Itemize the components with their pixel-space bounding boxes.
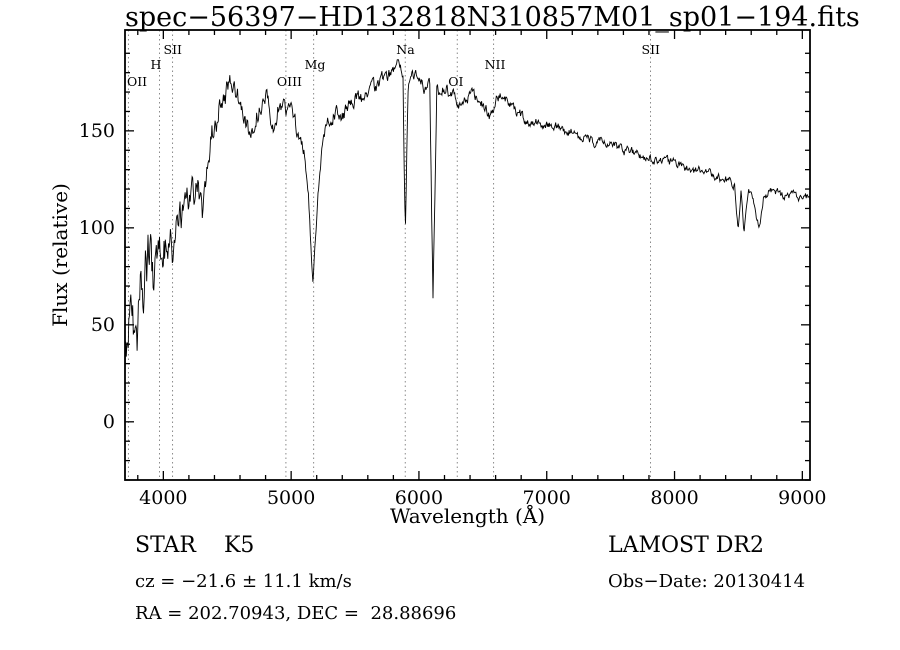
- spectrum-trace: [125, 59, 810, 372]
- axis-ticks: [125, 30, 810, 481]
- x-tick-label: 9000: [778, 487, 826, 509]
- y-tick-label: 150: [79, 120, 115, 142]
- x-tick-label: 6000: [395, 487, 443, 509]
- marker-label-SII: SII: [642, 42, 661, 57]
- marker-label-H: H: [151, 57, 162, 72]
- x-axis-label: Wavelength (Å): [389, 504, 546, 528]
- marker-label-OI: OI: [448, 74, 463, 89]
- marker-label-NII: NII: [485, 57, 506, 72]
- y-tick-label: 50: [91, 314, 115, 336]
- marker-label-SII: SII: [164, 42, 183, 57]
- x-tick-label: 4000: [139, 487, 187, 509]
- x-tick-labels: 4000 5000 6000 7000 8000 9000: [139, 487, 826, 509]
- plot-title: spec−56397−HD132818N310857M01_sp01−194.f…: [125, 2, 860, 33]
- obs-date-text: Obs−Date: 20130414: [608, 571, 806, 592]
- cz-text: cz = −21.6 ± 11.1 km/s: [135, 571, 352, 592]
- marker-label-OII: OII: [127, 74, 147, 89]
- x-tick-label: 7000: [523, 487, 571, 509]
- marker-label-Na: Na: [396, 42, 415, 57]
- x-tick-label: 5000: [267, 487, 315, 509]
- marker-label-OIII: OIII: [277, 74, 302, 89]
- y-tick-labels: 0 50 100 150: [79, 120, 115, 433]
- y-tick-label: 100: [79, 217, 115, 239]
- y-axis-label: Flux (relative): [48, 183, 72, 327]
- x-tick-label: 8000: [650, 487, 698, 509]
- y-tick-label: 0: [103, 411, 115, 433]
- classification-text: STAR K5: [135, 533, 255, 558]
- marker-label-Mg: Mg: [305, 57, 326, 72]
- plot-frame: [124, 29, 811, 481]
- survey-text: LAMOST DR2: [608, 533, 764, 558]
- radec-text: RA = 202.70943, DEC = 28.88696: [135, 603, 457, 624]
